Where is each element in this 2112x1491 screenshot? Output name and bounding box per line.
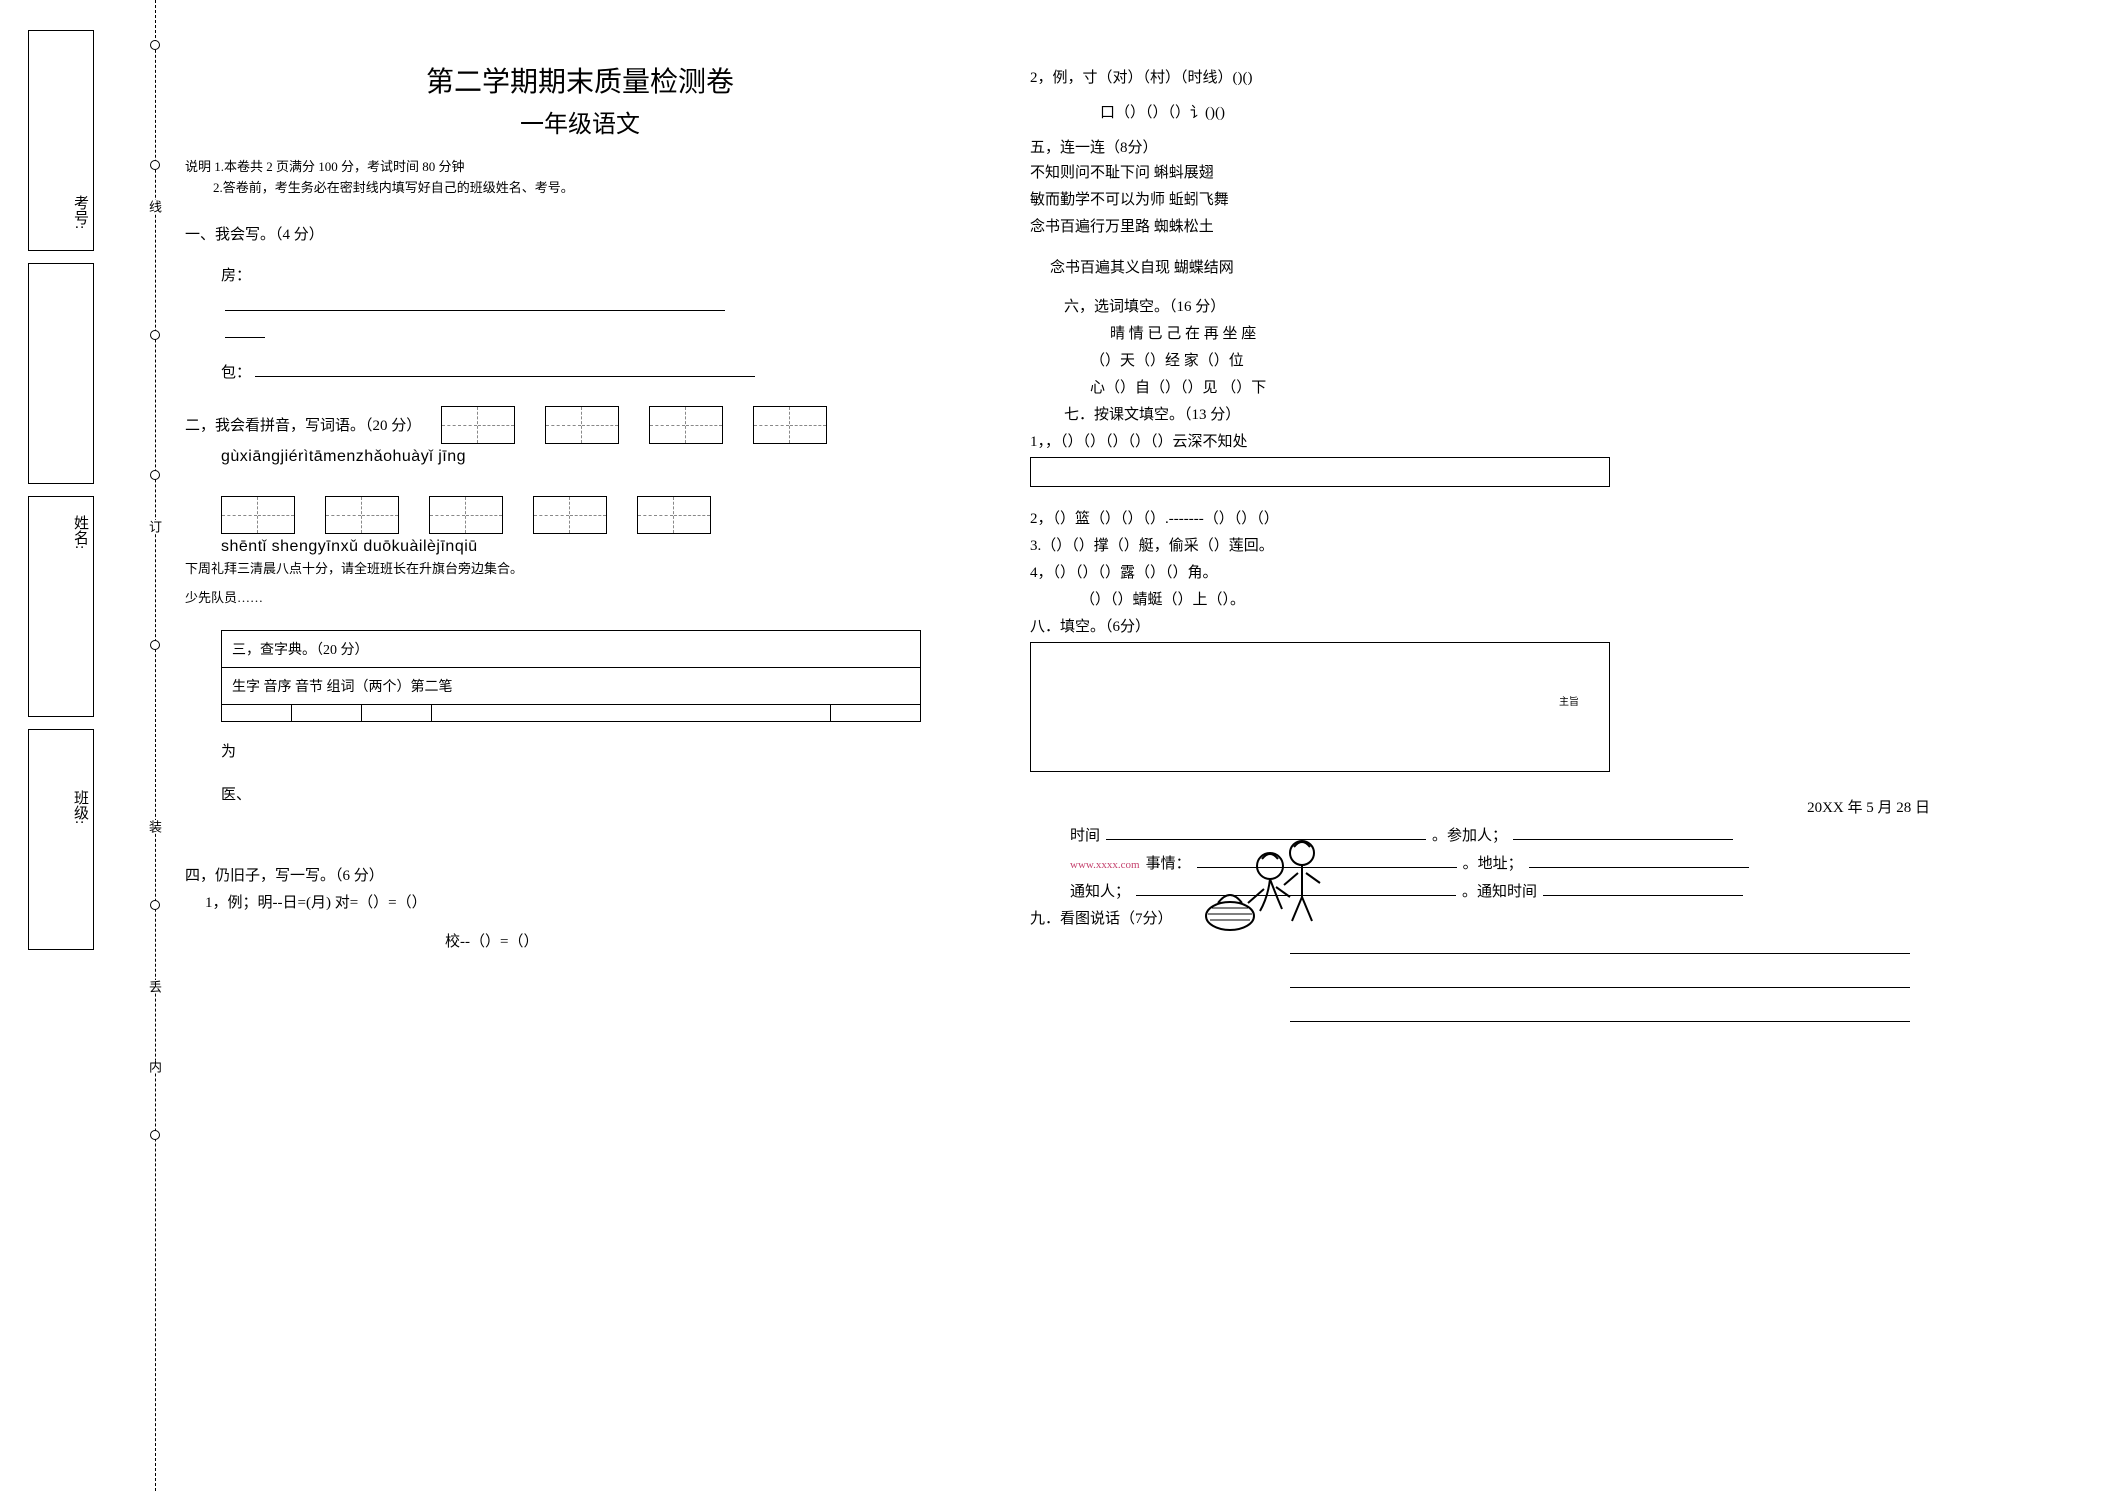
dash-label-3: 装 bbox=[145, 820, 164, 833]
punch-hole-icon bbox=[150, 1130, 160, 1140]
notice-label-time: 时间 bbox=[1070, 824, 1100, 845]
char-grid[interactable] bbox=[429, 496, 503, 534]
left-column: 第二学期期末质量检测卷 一年级语文 说明 1.本卷共 2 页满分 100 分，考… bbox=[185, 30, 975, 951]
write-line[interactable] bbox=[1513, 823, 1733, 840]
char-grid[interactable] bbox=[753, 406, 827, 444]
table-row: 三，查字典。（20 分） bbox=[222, 630, 921, 667]
q4b-line2: 口（）（）（）讠()() bbox=[1100, 101, 2030, 122]
answer-box-large[interactable]: 主旨 bbox=[1030, 642, 1610, 772]
notice-label-event: 事情： bbox=[1146, 852, 1191, 873]
write-line[interactable] bbox=[225, 320, 265, 338]
table-row: 生字 音序 音节 组词（两个）第二笔 bbox=[222, 667, 921, 704]
q1-heading: 一、我会写。（4 分） bbox=[185, 223, 975, 244]
instruction-line-2: 2.答卷前，考生务必在密封线内填写好自己的班级姓名、考号。 bbox=[213, 178, 975, 199]
q2-note: 下周礼拜三清晨八点十分，请全班班长在升旗台旁边集合。 bbox=[185, 558, 975, 577]
dictionary-table: 三，查字典。（20 分） 生字 音序 音节 组词（两个）第二笔 bbox=[221, 630, 921, 722]
q5-heading: 五，连一连（8分） bbox=[1030, 136, 2030, 157]
q3-columns: 生字 音序 音节 组词（两个）第二笔 bbox=[222, 667, 921, 704]
notice-label-notifytime: 。通知时间 bbox=[1462, 880, 1537, 901]
char-grid[interactable] bbox=[649, 406, 723, 444]
q5-l4: 念书百遍其义自现 蝴蝶结网 bbox=[1050, 256, 2030, 277]
q5-l2: 敏而勤学不可以为师 蚯蚓飞舞 bbox=[1030, 188, 2030, 209]
punch-hole-icon bbox=[150, 40, 160, 50]
answer-box[interactable] bbox=[1030, 457, 1610, 487]
punch-hole-icon bbox=[150, 640, 160, 650]
q2-note2: 少先队员…… bbox=[185, 587, 975, 606]
binding-label-banji: 班级: bbox=[70, 790, 91, 824]
right-column: 2，例，寸（对）（村）（时线）()() 口（）（）（）讠()() 五，连一连（8… bbox=[1030, 60, 2030, 1022]
watermark-text: www.xxxx.com bbox=[1070, 859, 1140, 871]
q7-heading: 七．按课文填空。（13 分） bbox=[1064, 403, 2030, 424]
binding-box-4 bbox=[28, 729, 94, 950]
children-basket-icon bbox=[1190, 811, 1340, 941]
question-4: 四，仍旧子，写一写。（6 分） 1，例；明--日=(月) 对=（）=（） 校--… bbox=[185, 864, 975, 951]
instruction-line-1: 说明 1.本卷共 2 页满分 100 分，考试时间 80 分钟 bbox=[185, 157, 975, 178]
char-grid[interactable] bbox=[533, 496, 607, 534]
q8-heading: 八．填空。（6分） bbox=[1030, 615, 2030, 636]
q3-heading: 三，查字典。（20 分） bbox=[222, 630, 921, 667]
char-grid[interactable] bbox=[441, 406, 515, 444]
exam-title: 第二学期期末质量检测卷 bbox=[185, 60, 975, 100]
fold-dash-line bbox=[155, 0, 156, 1491]
q7-l2: 2，（）篮（）（）（）.-------（）（）（） bbox=[1030, 507, 2030, 528]
notice-date: 20XX 年 5 月 28 日 bbox=[1030, 796, 1930, 817]
question-3: 三，查字典。（20 分） 生字 音序 音节 组词（两个）第二笔 为 医、 bbox=[185, 630, 975, 804]
q4-example-1: 1，例；明--日=(月) 对=（）=（） bbox=[205, 891, 975, 912]
dash-label-4: 丢 bbox=[145, 980, 164, 993]
q1-label-fang: 房： bbox=[221, 268, 251, 284]
dash-label-2: 订 bbox=[145, 520, 164, 533]
table-row[interactable] bbox=[222, 704, 921, 721]
q9-heading: 九．看图说话（7分） bbox=[1030, 907, 2030, 928]
q6-l3: 心（）自（）（）见 （）下 bbox=[1090, 376, 2030, 397]
char-grid[interactable] bbox=[221, 496, 295, 534]
write-line[interactable] bbox=[1290, 968, 1910, 988]
q4-example-2: 校--（）=（） bbox=[445, 930, 975, 951]
exam-subtitle: 一年级语文 bbox=[185, 104, 975, 139]
q6-l2: （）天（）经 家（）位 bbox=[1090, 349, 2030, 370]
punch-hole-icon bbox=[150, 900, 160, 910]
question-2: 二，我会看拼音，写词语。（20 分） gùxiāngjiérìtāmenzhǎo… bbox=[185, 406, 975, 606]
binding-box-2 bbox=[28, 263, 94, 484]
dash-label-1: 线 bbox=[145, 200, 164, 213]
question-1: 一、我会写。（4 分） 房： 包： bbox=[185, 223, 975, 382]
pinyin-row-2: shēntǐ shengyīnxǔ duōkuàilèjīnqiū bbox=[221, 538, 975, 556]
binding-label-xingming: 姓名: bbox=[70, 515, 91, 549]
binding-label-kaohao: 考号: bbox=[70, 195, 91, 229]
notice-row-notifier: 通知人； 。通知时间 bbox=[1070, 879, 2030, 901]
q2-heading: 二，我会看拼音，写词语。（20 分） bbox=[185, 414, 421, 435]
exam-instructions: 说明 1.本卷共 2 页满分 100 分，考试时间 80 分钟 2.答卷前，考生… bbox=[185, 157, 975, 199]
q3-item-wei: 为 bbox=[221, 740, 975, 761]
q8-tiny-text: 主旨 bbox=[1559, 693, 1579, 708]
write-line[interactable] bbox=[1529, 851, 1749, 868]
punch-hole-icon bbox=[150, 330, 160, 340]
char-grid[interactable] bbox=[545, 406, 619, 444]
punch-hole-icon bbox=[150, 160, 160, 170]
q7-l4: 4，（）（）（）露（）（）角。 bbox=[1030, 561, 2030, 582]
q5-l1: 不知则问不耻下问 蝌蚪展翅 bbox=[1030, 161, 2030, 182]
pinyin-row-1: gùxiāngjiérìtāmenzhǎohuàyǐ jīng bbox=[221, 448, 975, 466]
notice-label-participant: 。参加人； bbox=[1432, 824, 1507, 845]
write-line[interactable] bbox=[1290, 934, 1910, 954]
write-line[interactable] bbox=[1290, 1002, 1910, 1022]
q3-item-yi: 医、 bbox=[221, 783, 975, 804]
q7-l1: 1，，（）（）（）（）（）云深不知处 bbox=[1030, 430, 2030, 451]
notice-label-address: 。地址； bbox=[1463, 852, 1523, 873]
write-line[interactable] bbox=[1543, 879, 1743, 896]
q4-heading: 四，仍旧子，写一写。（6 分） bbox=[185, 864, 975, 885]
char-grid[interactable] bbox=[325, 496, 399, 534]
char-grid[interactable] bbox=[637, 496, 711, 534]
q1-label-bao: 包： bbox=[221, 365, 251, 381]
write-line[interactable] bbox=[225, 293, 725, 311]
punch-hole-icon bbox=[150, 470, 160, 480]
q7-l5: （）（）蜻蜓（）上（）。 bbox=[1080, 588, 2030, 609]
q6-l1: 晴 情 已 己 在 再 坐 座 bbox=[1110, 322, 2030, 343]
dash-label-5: 内 bbox=[145, 1060, 164, 1073]
q6-heading: 六，选词填空。（16 分） bbox=[1064, 295, 2030, 316]
q7-l3: 3.（）（）撑（）艇，偷采（）莲回。 bbox=[1030, 534, 2030, 555]
notice-label-notifier: 通知人； bbox=[1070, 880, 1130, 901]
q5-l3: 念书百遍行万里路 蜘蛛松土 bbox=[1030, 215, 2030, 236]
write-line[interactable] bbox=[255, 359, 755, 377]
q4b-line1: 2，例，寸（对）（村）（时线）()() bbox=[1030, 66, 2030, 87]
